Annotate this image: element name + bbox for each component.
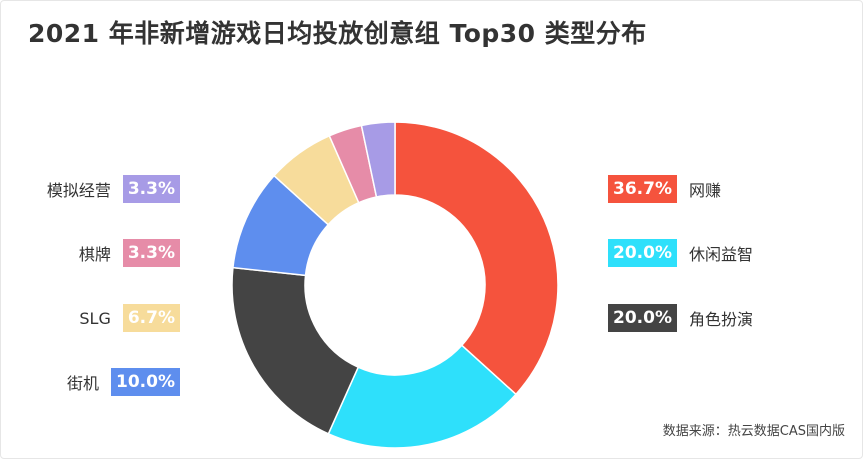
legend-value-badge: 3.3% [122,239,180,267]
legend-label: SLG [79,308,111,328]
legend-label: 休闲益智 [688,245,753,264]
donut-slice-6 [360,121,396,198]
legend-label: 棋牌 [78,245,111,264]
donut-slice-1 [327,344,517,449]
legend-item-right-1: 20.0% 休闲益智 [608,238,753,268]
chart-title: 2021 年非新增游戏日均投放创意组 Top30 类型分布 [28,19,647,48]
legend-value-badge: 20.0% [608,304,677,332]
legend-item-left-0: 模拟经营 3.3% [47,174,180,204]
legend-label: 网赚 [688,181,721,200]
legend-item-right-0: 36.7% 网赚 [608,174,721,204]
legend-item-left-3: 街机 10.0% [67,367,180,397]
legend-value-badge: 10.0% [111,368,180,396]
legend-item-left-1: 棋牌 3.3% [79,238,180,268]
legend-value-badge: 36.7% [608,175,677,203]
legend-value-badge: 20.0% [608,239,677,267]
data-source-note: 数据来源：热云数据CAS国内版 [662,424,845,439]
donut-slice-0 [394,121,559,396]
legend-item-right-2: 20.0% 角色扮演 [608,303,753,333]
legend-value-badge: 6.7% [122,304,180,332]
legend-value-badge: 3.3% [122,175,180,203]
legend-label: 街机 [67,374,100,393]
legend-label: 角色扮演 [688,310,753,329]
donut-slice-2 [231,266,360,435]
legend-label: 模拟经营 [46,181,111,200]
legend-item-left-2: SLG 6.7% [79,303,180,333]
